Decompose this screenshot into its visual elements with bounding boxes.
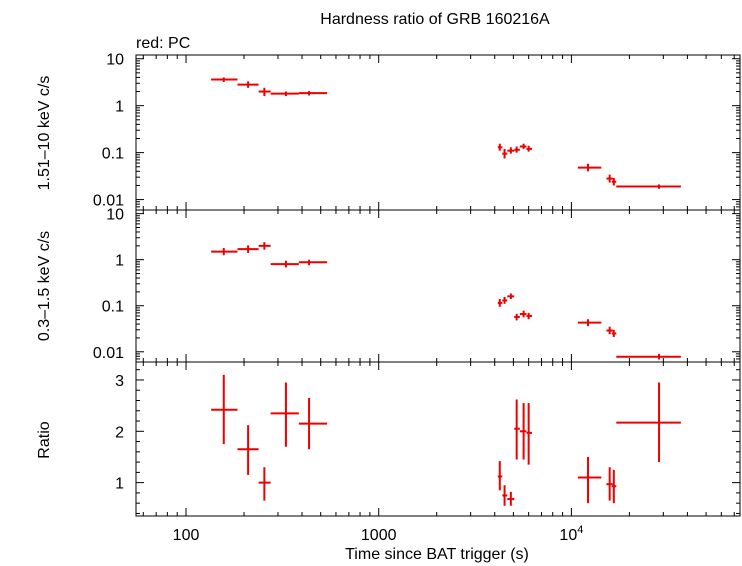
ratio-data-point <box>577 456 602 504</box>
y-axis-label-ratio: Ratio <box>36 421 53 458</box>
hard-data-point <box>270 91 299 97</box>
soft-data-point <box>611 329 617 337</box>
x-axis-label: Time since BAT trigger (s) <box>345 546 529 563</box>
ratio-frame <box>135 361 741 517</box>
soft-data-point <box>298 259 328 266</box>
soft-data-point <box>526 312 533 320</box>
ratio-data-point <box>502 485 508 506</box>
x-tick-label: 100 <box>173 527 200 544</box>
y-axis-label-hard: 1.51–10 keV c/s <box>36 76 53 191</box>
ratio-data-point <box>616 382 681 463</box>
hard-data-point <box>502 148 508 159</box>
ratio-data-point <box>497 461 503 491</box>
hard-data-point <box>577 163 602 172</box>
ratio-data-point <box>526 403 533 465</box>
soft-data-point <box>270 260 299 268</box>
hard-data-point <box>616 184 681 189</box>
hard-ytick-label: 0.1 <box>102 146 124 163</box>
x-tick-label: 1000 <box>361 527 397 544</box>
x-tick-label: 104 <box>559 524 583 544</box>
legend-note: red: PC <box>136 35 190 52</box>
soft-data-point <box>514 313 520 321</box>
soft-data-point <box>502 296 508 304</box>
ratio-data-point <box>237 425 259 475</box>
hard-data-point <box>258 87 271 97</box>
soft-data-point <box>258 242 271 250</box>
hard-data-point <box>611 177 617 186</box>
hard-data-point <box>507 147 515 154</box>
hard-data-point <box>526 145 533 152</box>
ratio-data-point <box>611 469 617 504</box>
soft-ytick-label: 1 <box>115 253 124 270</box>
soft-data-point <box>211 247 238 256</box>
soft-data-point <box>507 293 515 300</box>
soft-data-point <box>606 326 613 335</box>
ratio-data-point <box>519 403 527 460</box>
ratio-data-point <box>606 467 613 501</box>
ratio-ytick-label: 2 <box>115 424 124 441</box>
y-axis-label-soft: 0.3–1.5 keV c/s <box>36 231 53 341</box>
hard-data-point <box>519 143 527 149</box>
ratio-panel: 3 2 1 <box>115 361 741 517</box>
ratio-ytick-label: 1 <box>115 476 124 493</box>
ratio-data-point <box>298 397 328 450</box>
ratio-data-point <box>507 491 515 506</box>
chart-title: Hardness ratio of GRB 160216A <box>320 11 550 28</box>
soft-data-point <box>519 310 527 318</box>
soft-frame <box>135 209 741 363</box>
soft-data-point <box>577 319 602 327</box>
hard-data-point <box>211 77 238 82</box>
hard-ytick-label: 0.01 <box>93 193 124 210</box>
hard-ytick-label: 10 <box>106 52 124 69</box>
hard-data-point <box>606 174 613 183</box>
hard-band-panel: 10 1 0.1 0.01 <box>93 52 741 211</box>
ratio-data-point <box>270 382 299 447</box>
x-tick-exponent: 4 <box>577 524 583 536</box>
hard-data-point <box>514 146 520 153</box>
hard-data-point <box>497 143 503 151</box>
soft-data-point <box>616 353 681 360</box>
soft-ytick-label: 10 <box>106 207 124 224</box>
hard-data-point <box>237 81 259 88</box>
hard-ytick-label: 1 <box>115 99 124 116</box>
soft-ytick-label: 0.1 <box>102 299 124 316</box>
ratio-data-point <box>211 374 238 445</box>
ratio-data-point <box>258 467 271 501</box>
soft-data-point <box>237 245 259 253</box>
soft-data-point <box>497 299 503 307</box>
hard-data-point <box>298 91 328 96</box>
ratio-ytick-label: 3 <box>115 373 124 390</box>
ratio-data-point <box>514 399 520 460</box>
soft-ytick-label: 0.01 <box>93 345 124 362</box>
soft-band-panel: 10 1 0.1 0.01 <box>93 207 741 363</box>
